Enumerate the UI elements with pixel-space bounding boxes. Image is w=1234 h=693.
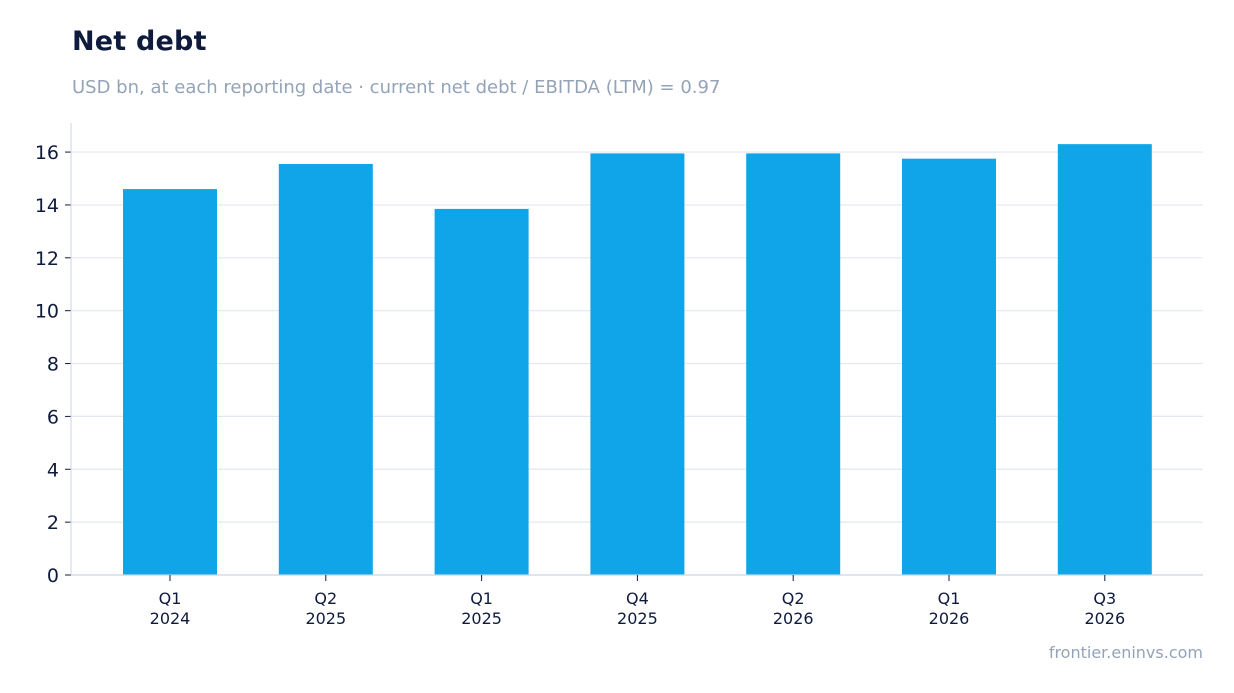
- ytick-label-2: 2: [47, 512, 59, 534]
- ytick-label-14: 14: [35, 195, 59, 217]
- chart-subtitle: USD bn, at each reporting date · current…: [72, 77, 721, 98]
- xtick-label-Q1-2024: Q1 2024: [150, 589, 191, 628]
- ytick-label-6: 6: [47, 406, 59, 428]
- ytick-label-10: 10: [35, 301, 59, 323]
- axes: [65, 123, 1203, 581]
- chart-title: Net debt: [72, 26, 207, 57]
- ytick-label-0: 0: [47, 565, 59, 587]
- ytick-label-12: 12: [35, 248, 59, 270]
- bar-Q2-2025: [278, 163, 373, 575]
- bar-Q4-2025: [590, 153, 685, 576]
- bars: [123, 144, 1152, 576]
- source-credit: frontier.eninvs.com: [1048, 643, 1203, 662]
- xtick-label-Q3-2026: Q3 2026: [1084, 589, 1125, 628]
- xtick-label-Q2-2026: Q2 2026: [773, 589, 814, 628]
- bar-Q1-2026: [902, 158, 996, 575]
- bar-Q1-2024: [123, 189, 217, 575]
- xtick-label-Q2-2025: Q2 2025: [305, 589, 346, 628]
- bar-Q1-2025: [434, 208, 529, 575]
- bar-Q3-2026: [1057, 144, 1152, 576]
- ytick-label-4: 4: [47, 459, 59, 481]
- ytick-label-8: 8: [47, 354, 59, 376]
- xtick-label-Q1-2026: Q1 2026: [929, 589, 970, 628]
- bar-Q2-2026: [746, 153, 841, 576]
- tick-labels: 0 2 4 6 8 10 12 14 16 Q1 2024 Q2 2025 Q1 2025 Q4 2025 Q2 2…: [35, 142, 1125, 628]
- ytick-label-16: 16: [35, 142, 59, 164]
- xtick-label-Q1-2025: Q1 2025: [461, 589, 502, 628]
- xtick-label-Q4-2025: Q4 2025: [617, 589, 658, 628]
